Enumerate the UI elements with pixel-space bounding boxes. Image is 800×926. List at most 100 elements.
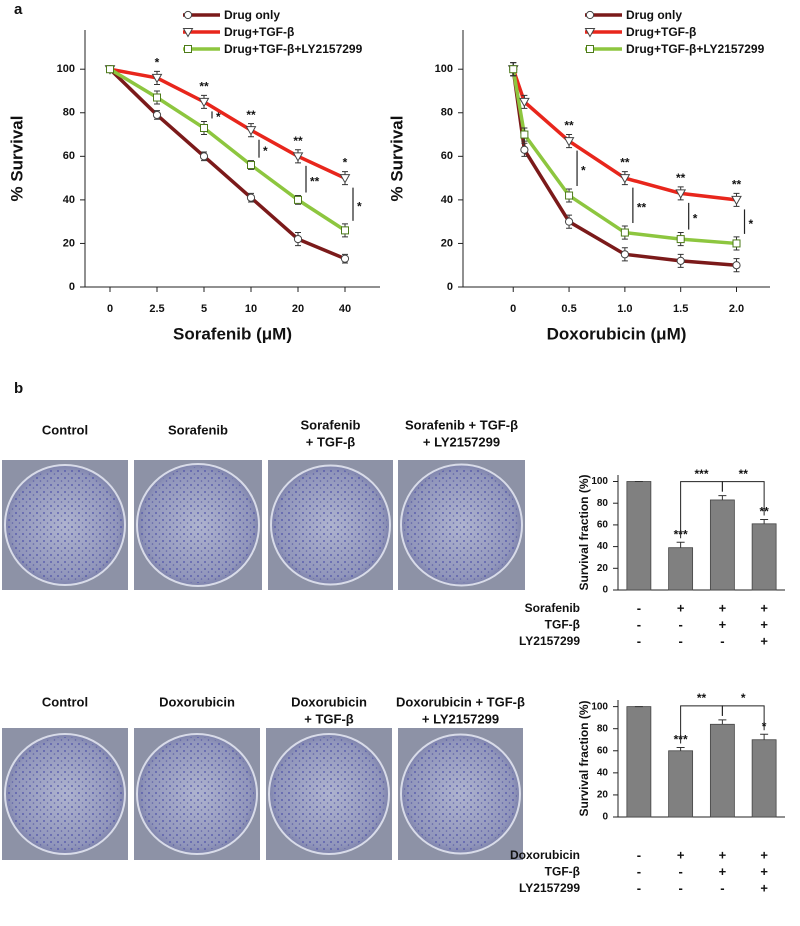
significance-label: *	[155, 56, 160, 70]
marker	[198, 97, 210, 108]
series-line	[511, 68, 737, 246]
photo-label: Doxorubicin	[291, 694, 367, 709]
marker	[732, 239, 741, 248]
bar	[709, 499, 735, 591]
marker	[153, 93, 161, 102]
treatment-sign: +	[760, 880, 768, 895]
marker	[339, 174, 351, 184]
marker	[563, 137, 575, 147]
photo-label: + TGF-β	[304, 711, 354, 726]
treatment-name: TGF-β	[545, 618, 580, 632]
series-line	[109, 67, 346, 180]
marker	[586, 45, 594, 53]
y-tick-label: 80	[441, 107, 453, 119]
treatment-sign: -	[637, 617, 641, 632]
photo-label: + LY2157299	[422, 711, 499, 726]
legend-label: Drug+TGF-β+LY2157299	[626, 42, 765, 56]
comparison-label: *	[581, 163, 586, 177]
panel-label: a	[14, 1, 23, 18]
treatment-sign: -	[637, 864, 641, 879]
treatment-sign: -	[637, 633, 641, 648]
treatment-sign: +	[760, 847, 768, 862]
photo-label: Sorafenib	[168, 422, 228, 437]
marker	[520, 145, 529, 154]
marker	[182, 28, 194, 38]
y-tick-label: 40	[63, 194, 75, 206]
treatment-name: Sorafenib	[525, 601, 580, 615]
y-axis-title: Survival fraction (%)	[577, 700, 591, 816]
treatment-sign: -	[637, 600, 641, 615]
colonies	[274, 468, 387, 582]
treatment-sign: +	[719, 864, 727, 879]
comparison-label: *	[741, 691, 746, 705]
significance-label: **	[246, 108, 256, 122]
y-tick-label: 40	[441, 194, 453, 206]
marker	[152, 110, 162, 120]
treatment-sign: -	[637, 847, 641, 862]
significance-label: **	[676, 171, 686, 185]
treatment-sign: +	[719, 617, 727, 632]
legend-label: Drug only	[626, 8, 682, 22]
colonies	[140, 737, 254, 851]
y-tick-label: 20	[597, 563, 609, 574]
significance-label: **	[564, 119, 574, 133]
treatment-sign: -	[678, 880, 682, 895]
marker	[509, 65, 518, 74]
x-tick-label: 1.5	[673, 303, 688, 315]
marker	[293, 234, 303, 244]
y-tick-label: 60	[597, 745, 609, 756]
treatment-sign: +	[719, 600, 727, 615]
colonies	[404, 737, 517, 851]
panel-label: b	[14, 380, 23, 397]
treatment-sign: +	[760, 617, 768, 632]
marker	[292, 152, 304, 162]
marker	[151, 73, 163, 84]
photo-label: Sorafenib	[301, 417, 361, 432]
treatment-name: TGF-β	[545, 865, 580, 879]
photo-label: Sorafenib + TGF-β	[405, 417, 518, 432]
treatment-sign: -	[678, 633, 682, 648]
marker	[620, 228, 629, 237]
error-bar	[718, 719, 727, 725]
series-line	[108, 67, 346, 261]
colonies	[404, 467, 519, 583]
y-axis-title: Survival fraction (%)	[577, 474, 591, 590]
treatment-sign: +	[677, 847, 685, 862]
y-tick-label: 100	[435, 63, 453, 75]
legend-label: Drug only	[224, 8, 280, 22]
comparison-label: **	[697, 691, 707, 705]
comparison-label: **	[739, 467, 749, 481]
treatment-sign: +	[760, 633, 768, 648]
error-bar	[760, 518, 769, 524]
y-tick-label: 20	[63, 237, 75, 249]
legend-label: Drug+TGF-β	[224, 25, 294, 39]
marker	[245, 126, 257, 136]
marker	[199, 152, 209, 161]
comparison-label: **	[637, 200, 647, 214]
photo-label: + LY2157299	[423, 434, 500, 449]
marker	[564, 217, 574, 226]
significance-label: *	[343, 156, 348, 170]
photo-label: Control	[42, 422, 88, 437]
marker	[106, 65, 114, 74]
y-tick-label: 0	[69, 281, 75, 293]
y-tick-label: 20	[597, 790, 609, 801]
x-tick-label: 2.5	[149, 303, 164, 315]
treatment-sign: -	[720, 633, 724, 648]
marker	[341, 226, 349, 235]
marker	[565, 191, 574, 200]
x-tick-label: 1.0	[617, 303, 632, 315]
treatment-name: LY2157299	[519, 881, 580, 895]
series-line	[109, 67, 346, 232]
marker	[732, 261, 741, 270]
treatment-sign: -	[637, 880, 641, 895]
treatment-sign: -	[720, 880, 724, 895]
y-tick-label: 60	[597, 520, 609, 531]
marker	[184, 45, 192, 53]
treatment-sign: +	[719, 847, 727, 862]
y-tick-label: 100	[57, 63, 75, 75]
treatment-sign: -	[678, 617, 682, 632]
comparison-label: *	[693, 211, 698, 225]
error-bar	[676, 746, 685, 751]
x-tick-label: 0.5	[561, 303, 576, 315]
